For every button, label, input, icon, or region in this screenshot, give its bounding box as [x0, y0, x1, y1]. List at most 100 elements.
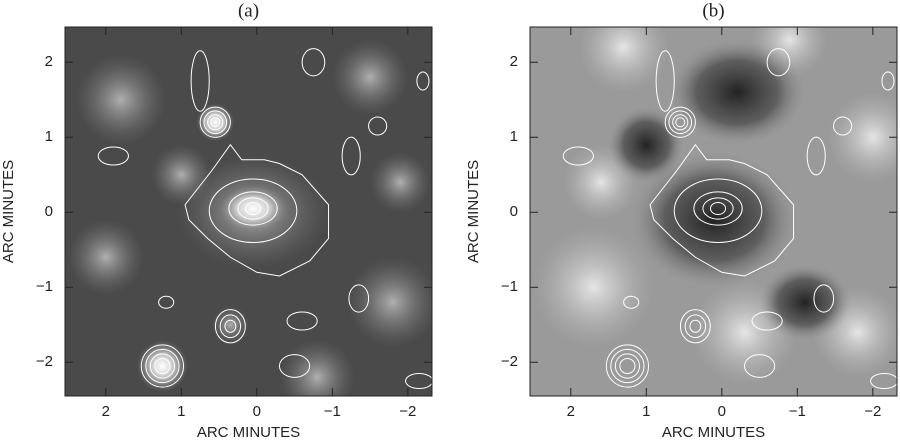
- image: [65, 27, 432, 396]
- contour: [623, 295, 640, 309]
- x-axis-label: ARC MINUTES: [197, 424, 300, 441]
- contour: [614, 353, 640, 379]
- contour: [405, 372, 432, 390]
- contour: [833, 116, 853, 136]
- contour: [672, 114, 689, 131]
- y-tick-label: 1: [510, 128, 518, 145]
- y-tick-label: 2: [510, 53, 518, 70]
- panel: 2 1 0 −1 −2 −2 −1 0 1 2 ARC MINUTES ARC MINUTES (a): [0, 0, 433, 441]
- blob: [827, 91, 897, 183]
- y-tick-label: −1: [36, 278, 53, 295]
- x-tick-label: 1: [642, 403, 650, 420]
- plot-frame: [529, 26, 898, 397]
- y-tick-label: −2: [501, 353, 518, 370]
- plot-frame: [64, 26, 433, 397]
- contour: [158, 295, 175, 309]
- contour: [199, 106, 231, 138]
- x-tick-label: −1: [324, 403, 341, 420]
- contour: [689, 319, 702, 333]
- contour: [244, 201, 262, 216]
- contour: [149, 353, 175, 379]
- contour: [210, 117, 221, 128]
- x-tick-label: 0: [718, 403, 726, 420]
- x-axis-label: ARC MINUTES: [662, 424, 765, 441]
- contour: [154, 357, 171, 375]
- blob: [75, 54, 167, 146]
- contour: [619, 357, 636, 375]
- contour: [813, 284, 835, 313]
- contour: [190, 50, 210, 112]
- contour: [870, 372, 897, 390]
- y-tick-label: 1: [45, 128, 53, 145]
- blob: [608, 106, 685, 183]
- contour: [237, 197, 269, 220]
- contour: [416, 71, 430, 91]
- contour: [207, 114, 224, 131]
- contour: [684, 314, 707, 339]
- contour: [224, 319, 237, 333]
- contour: [675, 117, 686, 128]
- blob: [578, 27, 669, 93]
- x-tick-label: −2: [399, 403, 416, 420]
- panel: 2 1 0 −1 −2 −2 −1 0 1 2 ARC MINUTES ARC MINUTES (b): [465, 0, 898, 441]
- y-axis-label: ARC MINUTES: [465, 160, 482, 263]
- y-tick-label: 0: [45, 203, 53, 220]
- contour: [368, 116, 388, 136]
- blob: [631, 151, 798, 288]
- contour: [228, 191, 278, 226]
- contour: [203, 110, 228, 135]
- contour: [145, 348, 180, 384]
- contour: [673, 178, 763, 243]
- contour: [219, 314, 242, 339]
- blob: [196, 103, 235, 142]
- y-tick-label: −1: [501, 278, 518, 295]
- x-tick-label: 2: [102, 403, 110, 420]
- x-tick-label: −1: [789, 403, 806, 420]
- contour: [97, 146, 129, 166]
- contour: [562, 146, 594, 166]
- contour: [751, 311, 783, 331]
- blob: [347, 256, 432, 348]
- blob: [759, 264, 851, 341]
- contour: [605, 344, 650, 388]
- contour: [743, 354, 776, 378]
- contour: [709, 201, 727, 216]
- blob: [279, 339, 355, 396]
- contour: [679, 309, 711, 344]
- contour: [208, 178, 298, 243]
- blob: [68, 219, 144, 296]
- y-tick-label: 2: [45, 53, 53, 70]
- x-tick-label: 0: [253, 403, 261, 420]
- panel-title: (a): [238, 0, 259, 21]
- blob: [533, 226, 654, 348]
- contours: [562, 48, 897, 390]
- contour: [286, 311, 318, 331]
- panel-title: (b): [702, 0, 724, 21]
- contour: [278, 354, 311, 378]
- contour: [214, 309, 246, 344]
- image: [530, 27, 897, 396]
- contour: [140, 344, 185, 388]
- contours: [97, 48, 432, 390]
- blob: [332, 39, 408, 116]
- contour: [301, 48, 326, 77]
- contour: [664, 106, 696, 138]
- contour: [881, 71, 895, 91]
- blob: [668, 39, 805, 146]
- contour: [610, 348, 645, 384]
- y-tick-label: −2: [36, 353, 53, 370]
- contour: [348, 284, 370, 313]
- contour: [693, 191, 743, 226]
- contour: [766, 48, 791, 77]
- contour: [668, 110, 693, 135]
- y-tick-label: 0: [510, 203, 518, 220]
- contour: [655, 50, 675, 112]
- x-tick-label: −2: [864, 403, 881, 420]
- contour: [649, 143, 795, 277]
- blob: [211, 305, 250, 344]
- contour: [341, 136, 361, 176]
- x-tick-label: 2: [567, 403, 575, 420]
- y-axis-label: ARC MINUTES: [0, 160, 17, 263]
- blob: [370, 152, 431, 213]
